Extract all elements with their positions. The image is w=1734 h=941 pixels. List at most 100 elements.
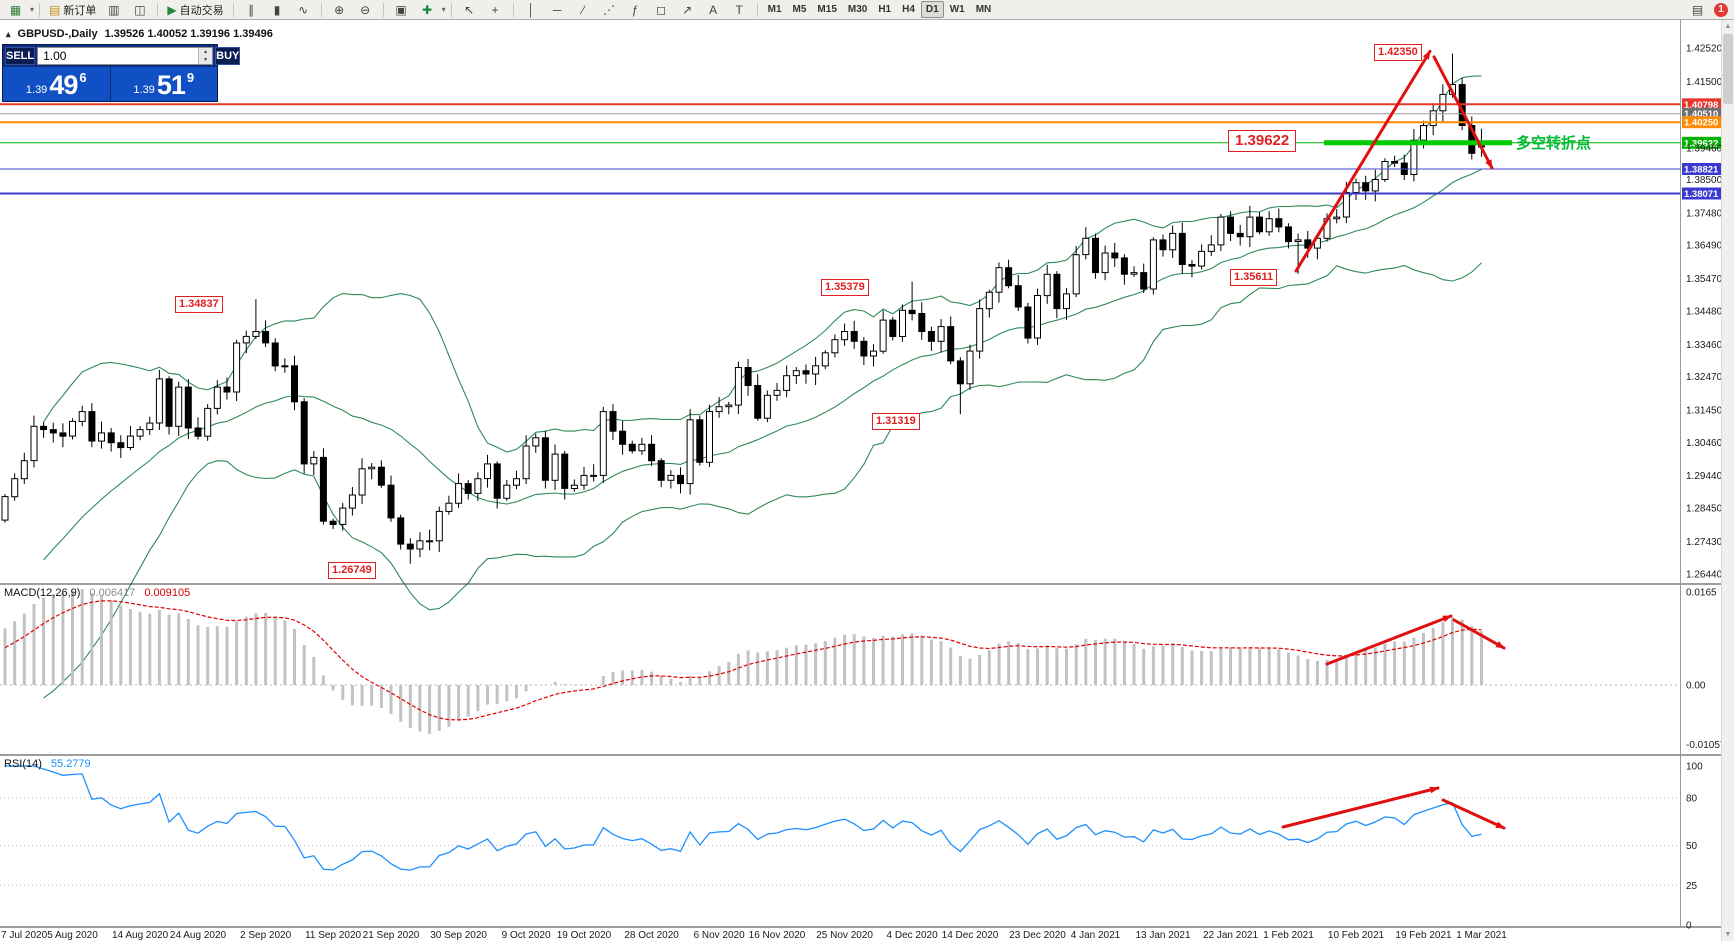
candle-body bbox=[899, 309, 906, 337]
chart-title: ▴ GBPUSD-,Daily 1.39526 1.40052 1.39196 … bbox=[6, 28, 273, 40]
crosshair-tool-icon[interactable]: + bbox=[491, 2, 499, 17]
time-axis-label: 13 Jan 2021 bbox=[1135, 930, 1190, 941]
price-callout-label[interactable]: 1.39622 bbox=[1228, 130, 1297, 152]
price-level-tag-text: 1.38821 bbox=[1684, 165, 1719, 176]
timeframe-button-m15[interactable]: M15 bbox=[812, 1, 841, 18]
volume-up-icon[interactable]: ▴ bbox=[199, 48, 213, 56]
scrollbar-thumb[interactable] bbox=[1723, 34, 1733, 104]
candlestick-mode-icon[interactable]: ▮ bbox=[273, 2, 281, 17]
new-order-label: 新订单 bbox=[63, 4, 97, 17]
chart-windows-icon[interactable]: ▥ bbox=[108, 2, 120, 17]
line-chart-mode-icon[interactable]: ∿ bbox=[298, 2, 309, 17]
timeframe-button-h1[interactable]: H1 bbox=[873, 1, 896, 18]
horizontal-line-tool-icon[interactable]: ─ bbox=[552, 2, 562, 17]
candle-body bbox=[11, 478, 19, 498]
candle-body bbox=[1005, 267, 1013, 287]
price-callout-label[interactable]: 1.42350 bbox=[1374, 44, 1422, 61]
trend-arrow[interactable] bbox=[1441, 798, 1506, 830]
candle-body bbox=[1342, 192, 1350, 218]
candle-body bbox=[88, 411, 96, 442]
auto-trading-button[interactable]: ▶ 自动交易 bbox=[163, 1, 227, 18]
vertical-scrollbar[interactable]: ▲ ▼ bbox=[1721, 20, 1734, 941]
price-axis-tick: 1.28450 bbox=[1686, 504, 1721, 515]
candle-body bbox=[1256, 216, 1263, 233]
scroll-up-icon[interactable]: ▲ bbox=[1724, 23, 1732, 30]
candle-body bbox=[976, 308, 984, 352]
price-axis-tick: 1.26440 bbox=[1686, 569, 1721, 580]
new-chart-icon[interactable]: ▦ bbox=[9, 2, 22, 17]
buy-button[interactable]: BUY bbox=[215, 47, 241, 65]
price-level-tag bbox=[1682, 136, 1721, 149]
candle-body bbox=[416, 540, 424, 550]
price-callout-label[interactable]: 1.35611 bbox=[1230, 269, 1278, 286]
tray-icon[interactable]: ▤ bbox=[1691, 2, 1704, 17]
timeframe-button-m30[interactable]: M30 bbox=[843, 1, 872, 18]
trend-arrow[interactable] bbox=[1432, 55, 1494, 170]
scroll-down-icon[interactable]: ▼ bbox=[1724, 931, 1732, 938]
candle-body bbox=[368, 466, 376, 470]
price-callout-label[interactable]: 1.31319 bbox=[872, 413, 920, 430]
tile-windows-icon[interactable]: ▣ bbox=[395, 2, 407, 17]
collapse-panel-icon[interactable]: ▴ bbox=[6, 28, 11, 39]
cursor-tool-icon[interactable]: ↖ bbox=[464, 2, 475, 17]
candle-body bbox=[455, 483, 463, 504]
candle-body bbox=[532, 437, 540, 447]
candle-body bbox=[252, 331, 260, 337]
candle-body bbox=[927, 331, 935, 342]
text-label-tool-icon[interactable]: T bbox=[735, 2, 743, 17]
notification-badge[interactable]: 1 bbox=[1714, 2, 1728, 17]
zoom-out-icon[interactable]: ⊖ bbox=[360, 2, 371, 17]
candle-body bbox=[69, 420, 76, 437]
channel-tool-icon[interactable]: ⋰ bbox=[603, 2, 616, 17]
candle-body bbox=[242, 335, 250, 344]
new-chart-caret-icon[interactable]: ▾ bbox=[30, 5, 35, 14]
chart-area[interactable]: 1.40798 1.40510 1.40250 1.39622 1.38821 1.380… bbox=[0, 20, 1721, 941]
sell-button[interactable]: SELL bbox=[5, 47, 36, 65]
trend-arrow[interactable] bbox=[1452, 618, 1506, 650]
candle-body bbox=[1265, 218, 1273, 233]
candle-body bbox=[792, 370, 800, 377]
bar-chart-mode-icon[interactable]: ∥ bbox=[248, 2, 255, 17]
timeframe-button-h4[interactable]: H4 bbox=[897, 1, 920, 18]
price-level-tag bbox=[1682, 98, 1721, 111]
macd-axis-tick: -0.010571 bbox=[1686, 740, 1721, 751]
trend-arrow[interactable] bbox=[1325, 614, 1453, 666]
price-callout-label[interactable]: 1.34837 bbox=[175, 296, 223, 313]
indicator-caret-icon[interactable]: ▾ bbox=[441, 5, 446, 14]
candle-body bbox=[966, 350, 974, 385]
price-callout-label[interactable]: 1.35379 bbox=[821, 279, 869, 296]
candle-body bbox=[609, 411, 617, 432]
candle-body bbox=[204, 407, 212, 437]
candle-body bbox=[146, 422, 154, 431]
price-callout-label[interactable]: 1.26749 bbox=[328, 562, 376, 579]
timeframe-button-m1[interactable]: M1 bbox=[763, 1, 787, 18]
trend-arrow[interactable] bbox=[1294, 49, 1432, 273]
candle-body bbox=[513, 478, 520, 486]
vertical-line-tool-icon[interactable]: │ bbox=[527, 2, 535, 17]
shapes-tool-icon[interactable]: ◻ bbox=[656, 2, 667, 17]
trend-arrow[interactable] bbox=[1281, 786, 1440, 829]
new-order-button[interactable]: ▤ 新订单 bbox=[45, 1, 100, 18]
sell-price-display[interactable]: 1.39 49 6 bbox=[3, 67, 110, 101]
timeframe-button-d1[interactable]: D1 bbox=[920, 1, 944, 18]
arrows-tool-icon[interactable]: ↗ bbox=[682, 2, 693, 17]
buy-price-display[interactable]: 1.39 51 9 bbox=[111, 67, 218, 101]
candle-body bbox=[744, 367, 752, 386]
candle-body bbox=[281, 365, 289, 368]
add-indicator-icon[interactable]: ✚ bbox=[422, 2, 433, 17]
timeframe-button-mn[interactable]: MN bbox=[971, 1, 997, 18]
zoom-in-icon[interactable]: ⊕ bbox=[334, 2, 345, 17]
volume-input[interactable] bbox=[38, 48, 199, 64]
profiles-icon[interactable]: ◫ bbox=[134, 2, 146, 17]
turning-point-text[interactable]: 多空转折点 bbox=[1516, 135, 1592, 152]
candle-body bbox=[860, 340, 868, 357]
text-tool-icon[interactable]: A bbox=[709, 2, 718, 17]
candle-body bbox=[464, 483, 472, 494]
timeframe-button-m5[interactable]: M5 bbox=[788, 1, 812, 18]
bollinger-lower-band bbox=[43, 262, 1482, 699]
volume-down-icon[interactable]: ▾ bbox=[199, 56, 213, 64]
timeframe-button-w1[interactable]: W1 bbox=[945, 1, 970, 18]
fibonacci-tool-icon[interactable]: ƒ bbox=[631, 2, 639, 17]
trendline-tool-icon[interactable]: ∕ bbox=[582, 2, 585, 17]
